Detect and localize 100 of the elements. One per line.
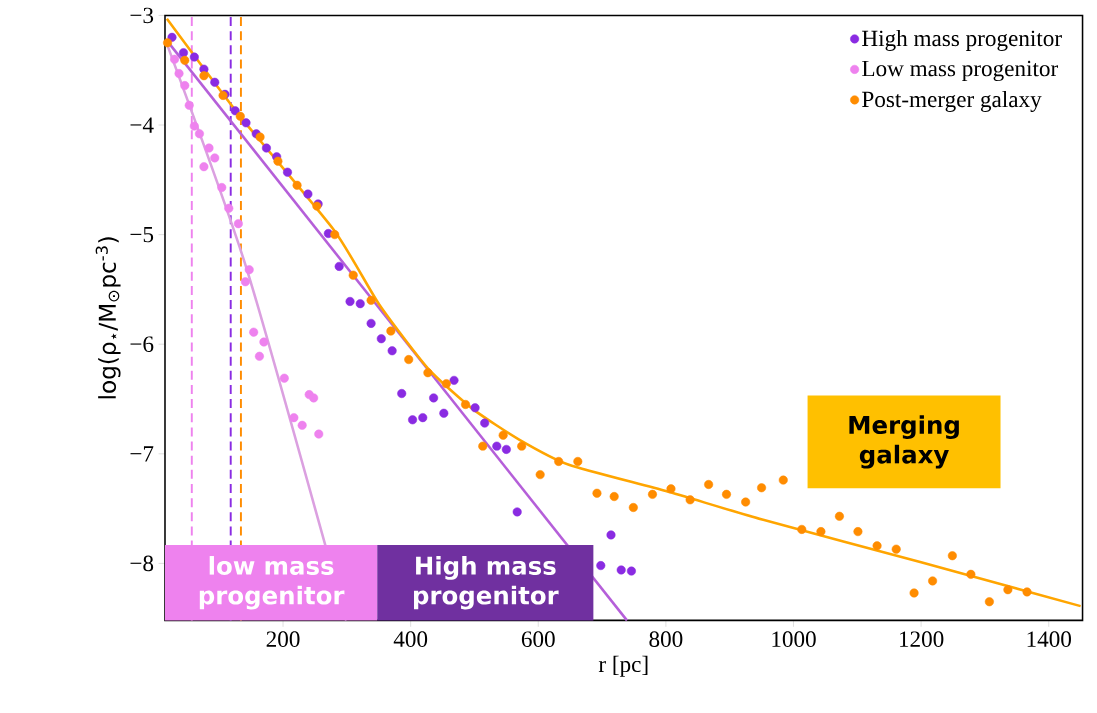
point (404, 355, 414, 365)
point (178, 48, 188, 58)
point (1022, 587, 1032, 597)
x-tick-label: 400 (393, 631, 428, 647)
point (439, 408, 449, 418)
x-tick-label: 1400 (1027, 631, 1071, 647)
point (261, 143, 271, 153)
point (909, 588, 919, 598)
point (199, 71, 209, 81)
point (180, 81, 190, 91)
point (235, 111, 245, 121)
point (596, 561, 606, 571)
point (279, 373, 289, 383)
point (778, 475, 788, 485)
y-tick-label: −7 (130, 446, 154, 462)
annotation: Merging galaxy (849, 415, 959, 469)
point (255, 132, 265, 142)
point (397, 389, 407, 399)
point (609, 492, 619, 502)
line-series (165, 17, 1082, 608)
point (292, 180, 302, 190)
point (834, 511, 844, 521)
point (478, 441, 488, 451)
point (345, 296, 355, 306)
point (244, 265, 254, 275)
point (180, 55, 190, 65)
y-tick-label: −6 (130, 336, 154, 352)
point (757, 483, 767, 493)
point (501, 444, 511, 454)
point (303, 189, 313, 199)
x-tick-label: 1200 (899, 631, 944, 647)
point (355, 299, 365, 309)
point (254, 351, 264, 361)
point (210, 153, 220, 163)
point (685, 495, 695, 505)
point (891, 544, 901, 554)
y-axis-title: log(ρ$_{⋆}$/M$_{⊙}$pc$^{-3}$) (95, 237, 121, 399)
point (184, 100, 194, 110)
point (334, 261, 344, 271)
point (1003, 585, 1013, 595)
point (492, 441, 502, 451)
annotation: High mass progenitor (414, 556, 559, 610)
point (626, 566, 636, 576)
point (423, 368, 433, 378)
legend-label: Post-merger galaxy (862, 90, 1042, 112)
x-axis-title: r [pc] (598, 655, 648, 677)
point (309, 393, 319, 403)
point (259, 337, 269, 347)
point (966, 569, 976, 579)
point (592, 488, 602, 498)
point (366, 295, 376, 305)
point (194, 129, 204, 139)
point (984, 597, 994, 607)
point (721, 489, 731, 499)
point (283, 167, 293, 177)
point (330, 230, 340, 240)
point (573, 456, 583, 466)
legend-label: High mass progenitor (862, 29, 1062, 51)
point (210, 77, 220, 87)
point (853, 527, 863, 537)
point (797, 524, 807, 534)
point (498, 430, 508, 440)
point (872, 541, 882, 551)
point (606, 530, 616, 540)
annotation: low mass progenitor (199, 556, 345, 610)
y-tick-label: −4 (130, 117, 154, 133)
point (461, 399, 471, 409)
point (199, 162, 209, 172)
point (289, 413, 299, 423)
point (233, 219, 243, 229)
point (704, 479, 714, 489)
point (666, 484, 676, 494)
point (224, 203, 234, 213)
point (449, 375, 459, 385)
x-tick-label: 200 (266, 631, 300, 647)
point (241, 118, 251, 128)
point (616, 565, 626, 575)
point (376, 334, 386, 344)
point (240, 277, 250, 287)
point (297, 420, 307, 430)
point (273, 156, 283, 166)
point (217, 182, 227, 192)
legend-label: Low mass progenitor (862, 60, 1058, 82)
point (480, 418, 490, 428)
point (314, 429, 324, 439)
point (429, 393, 439, 403)
point (174, 69, 184, 79)
point (441, 379, 451, 389)
point (947, 551, 957, 561)
point (517, 441, 527, 451)
x-tick-label: 800 (649, 631, 683, 647)
point (512, 507, 522, 517)
x-tick-label: 600 (521, 631, 555, 647)
point (741, 497, 751, 507)
y-tick-label: −8 (130, 555, 154, 572)
point (386, 326, 396, 336)
point (249, 327, 259, 337)
x-tick-label: 1000 (772, 631, 816, 647)
point (366, 318, 376, 328)
point (189, 52, 199, 62)
